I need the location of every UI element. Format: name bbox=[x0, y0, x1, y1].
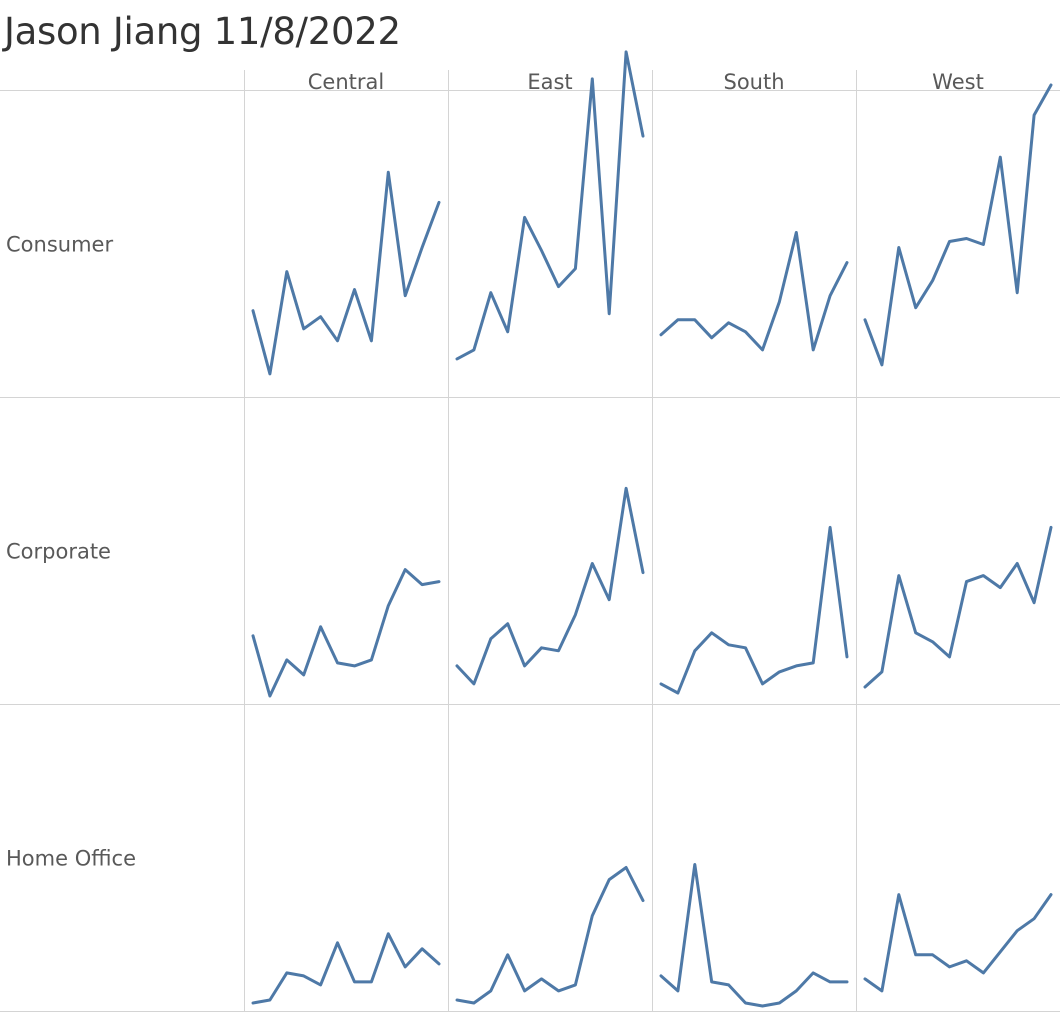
column-header-central: Central bbox=[308, 70, 384, 94]
grid-lines bbox=[0, 70, 1060, 1012]
series-line-consumer-south bbox=[659, 231, 849, 352]
headers: Central East South West Consumer Corporate Hom… bbox=[6, 70, 984, 871]
series-line-corporate-south bbox=[659, 525, 849, 695]
column-header-east: East bbox=[527, 70, 572, 94]
row-header-home-office: Home Office bbox=[6, 847, 136, 871]
series-line-home-office-central bbox=[251, 932, 441, 1005]
series-line-home-office-west bbox=[863, 893, 1053, 993]
series-line-corporate-west bbox=[863, 525, 1053, 689]
column-header-west: West bbox=[932, 70, 984, 94]
series-line-home-office-south bbox=[659, 863, 849, 1008]
series-line-consumer-west bbox=[863, 83, 1053, 367]
series-line-consumer-central bbox=[251, 170, 441, 376]
series-line-corporate-east bbox=[455, 486, 645, 686]
row-header-corporate: Corporate bbox=[6, 540, 111, 564]
series-line-home-office-east bbox=[455, 866, 645, 1005]
series-line-corporate-central bbox=[251, 568, 441, 698]
series-lines bbox=[251, 50, 1053, 1008]
row-header-consumer: Consumer bbox=[6, 233, 113, 257]
page-title: Jason Jiang 11/8/2022 bbox=[4, 10, 401, 53]
series-line-consumer-east bbox=[455, 50, 645, 361]
column-header-south: South bbox=[723, 70, 784, 94]
